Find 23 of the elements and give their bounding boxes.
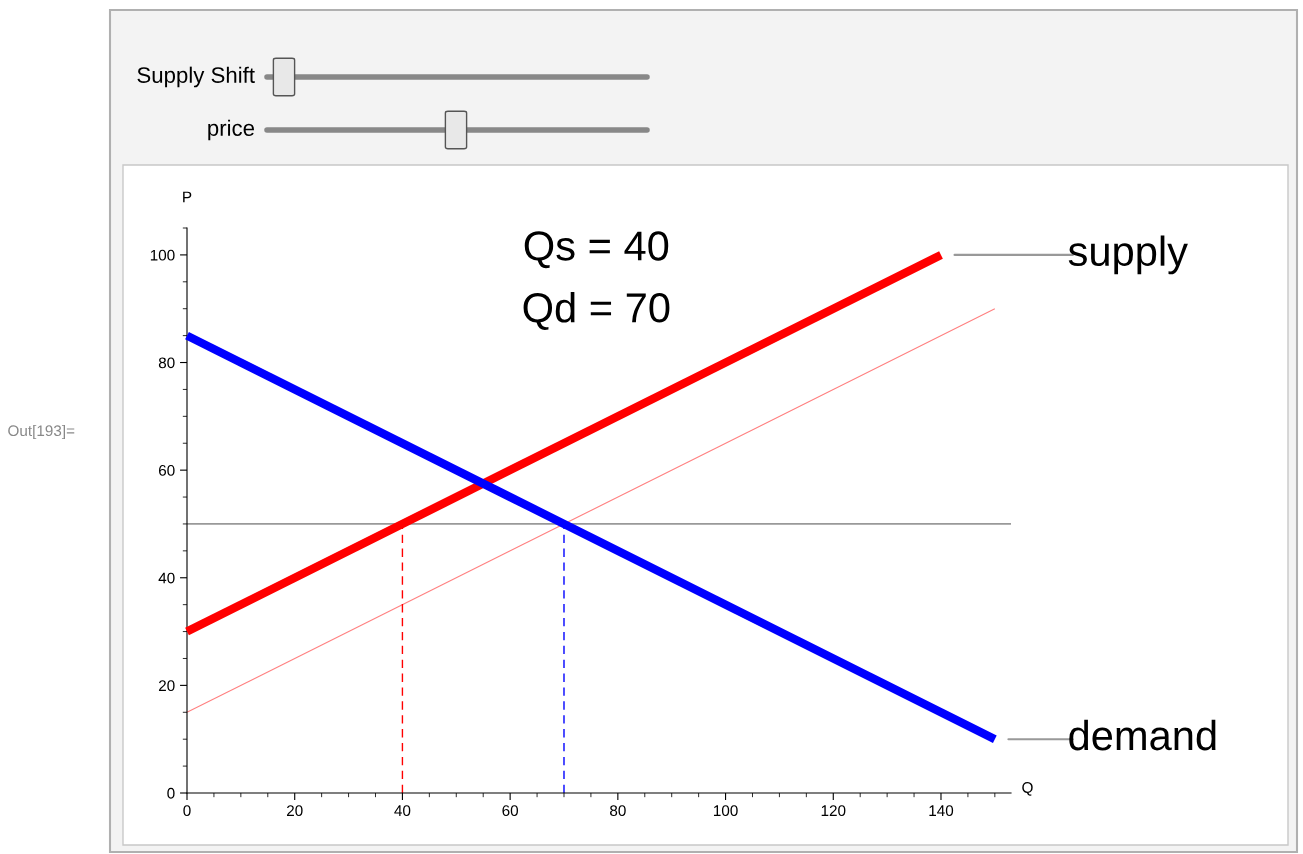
series-label: demand	[1069, 719, 1216, 751]
y-axis-title: P	[183, 191, 192, 203]
text: price	[208, 119, 255, 141]
annotation: Qd = 70	[523, 291, 670, 331]
x-tick-label: 120	[821, 805, 846, 817]
y-tick-label: 100	[150, 249, 175, 261]
text: Supply Shift	[137, 66, 255, 88]
text: supply	[1068, 235, 1188, 275]
x-tick-label: 60	[502, 805, 519, 817]
x-tick-label: 0	[183, 805, 191, 817]
y-tick-label: 80	[158, 357, 175, 369]
x-tick-label: 20	[286, 805, 303, 817]
y-tick-label: 40	[158, 572, 175, 584]
annotation: Qs = 40	[524, 231, 669, 269]
text: Out[193]=	[8, 424, 75, 440]
x-tick-label: 80	[610, 805, 626, 817]
x-tick-label: 40	[394, 805, 411, 817]
y-tick-label: 20	[158, 680, 175, 692]
y-tick-label: 0	[167, 787, 175, 799]
x-tick-label: 140	[929, 805, 954, 817]
y-tick-label: 60	[158, 465, 175, 476]
x-axis-title: Q	[1022, 782, 1033, 796]
x-tick-label: 100	[713, 805, 738, 817]
